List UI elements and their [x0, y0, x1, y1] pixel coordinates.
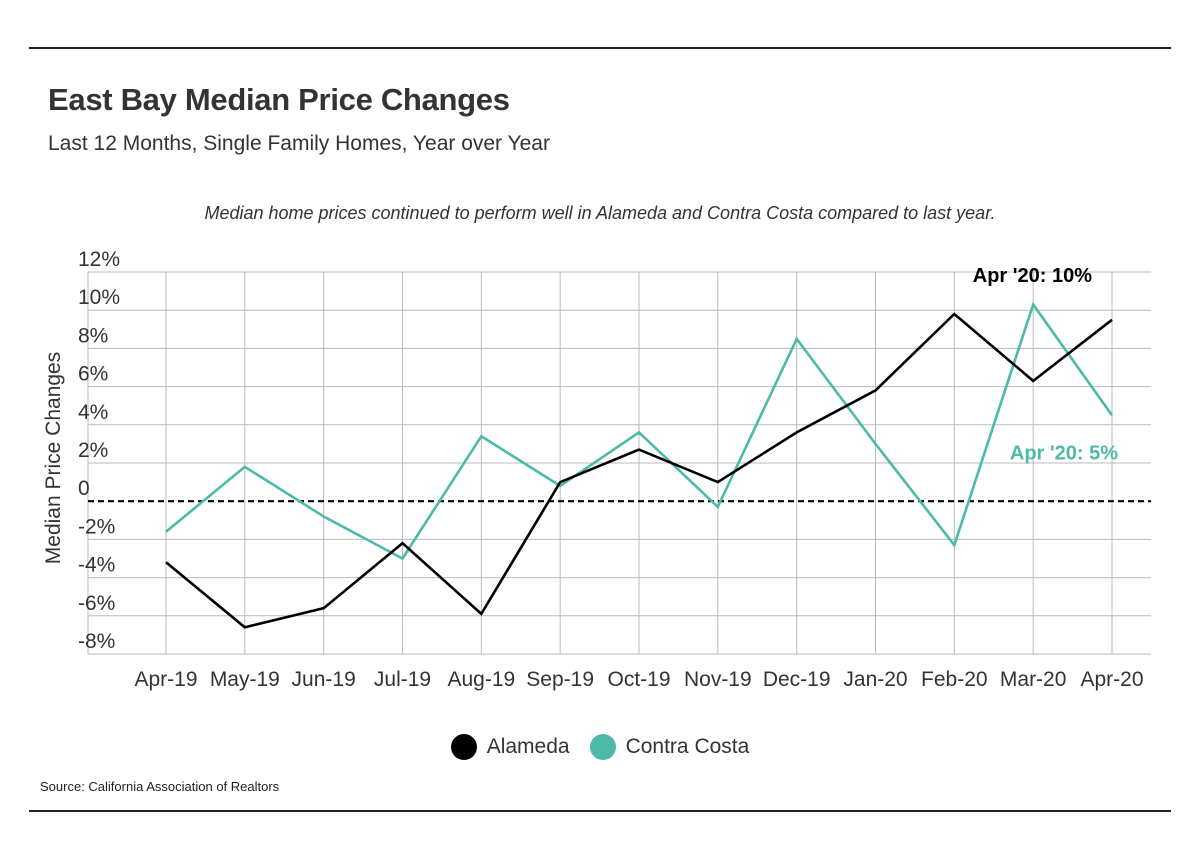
- y-tick-label: -6%: [78, 592, 115, 615]
- legend-swatch-alameda: [450, 734, 477, 760]
- legend-item-contra-costa[interactable]: Contra Costa: [589, 734, 750, 760]
- x-tick-label: Oct-19: [607, 668, 670, 691]
- y-tick-label: -4%: [78, 554, 115, 577]
- x-tick-label: Apr-19: [134, 668, 197, 691]
- y-tick-label: 12%: [78, 248, 120, 271]
- chart-note: Median home prices continued to perform …: [204, 203, 996, 223]
- x-tick-label: Mar-20: [1000, 668, 1067, 691]
- legend-label-contra-costa: Contra Costa: [625, 735, 750, 758]
- annotation-alameda: Apr '20: 10%: [973, 265, 1092, 287]
- y-tick-label: 2%: [78, 439, 108, 462]
- annotation-contra-costa: Apr '20: 5%: [1010, 442, 1118, 464]
- source-note: Source: California Association of Realto…: [40, 779, 280, 794]
- y-tick-label: 10%: [78, 286, 120, 309]
- legend: Alameda Contra Costa: [0, 734, 1200, 760]
- x-tick-label: Jun-19: [292, 668, 356, 691]
- chart-subtitle: Last 12 Months, Single Family Homes, Yea…: [48, 132, 550, 155]
- legend-item-alameda[interactable]: Alameda: [450, 734, 570, 760]
- grid-layer: [87, 271, 1151, 655]
- legend-swatch-contra-costa: [589, 734, 616, 760]
- top-rule: [29, 47, 1171, 49]
- legend-label-alameda: Alameda: [486, 735, 570, 758]
- x-tick-label: May-19: [210, 668, 280, 691]
- y-tick-label: -8%: [78, 630, 115, 653]
- bottom-rule: [29, 810, 1171, 812]
- x-tick-label: Aug-19: [447, 668, 515, 691]
- y-axis-label: Median Price Changes: [42, 352, 65, 564]
- y-tick-label: -2%: [78, 515, 115, 538]
- chart-title: East Bay Median Price Changes: [48, 82, 510, 117]
- x-tick-labels: Apr-19 May-19 Jun-19 Jul-19 Aug-19 Sep-19 Oct-…: [134, 668, 1143, 691]
- x-tick-label: Jul-19: [374, 668, 431, 691]
- x-tick-label: Jan-20: [843, 668, 907, 691]
- y-tick-label: 8%: [78, 324, 108, 347]
- series-line-alameda: [165, 312, 1113, 629]
- x-tick-label: Apr-20: [1080, 668, 1143, 691]
- y-tick-label: 0: [78, 477, 90, 500]
- annotation-layer: Apr '20: 10% Apr '20: 5%: [973, 265, 1118, 465]
- x-tick-label: Sep-19: [526, 668, 594, 691]
- y-tick-label: 4%: [78, 401, 108, 424]
- series-layer: [165, 301, 1114, 629]
- y-tick-labels: 12% 10% 8% 6% 4% 2% 0 -2% -4% -6% -8%: [78, 248, 120, 653]
- x-tick-label: Nov-19: [684, 668, 752, 691]
- x-tick-label: Dec-19: [763, 668, 831, 691]
- series-line-contra-costa: [165, 301, 1114, 561]
- x-tick-label: Feb-20: [921, 668, 988, 691]
- y-tick-label: 6%: [78, 363, 108, 386]
